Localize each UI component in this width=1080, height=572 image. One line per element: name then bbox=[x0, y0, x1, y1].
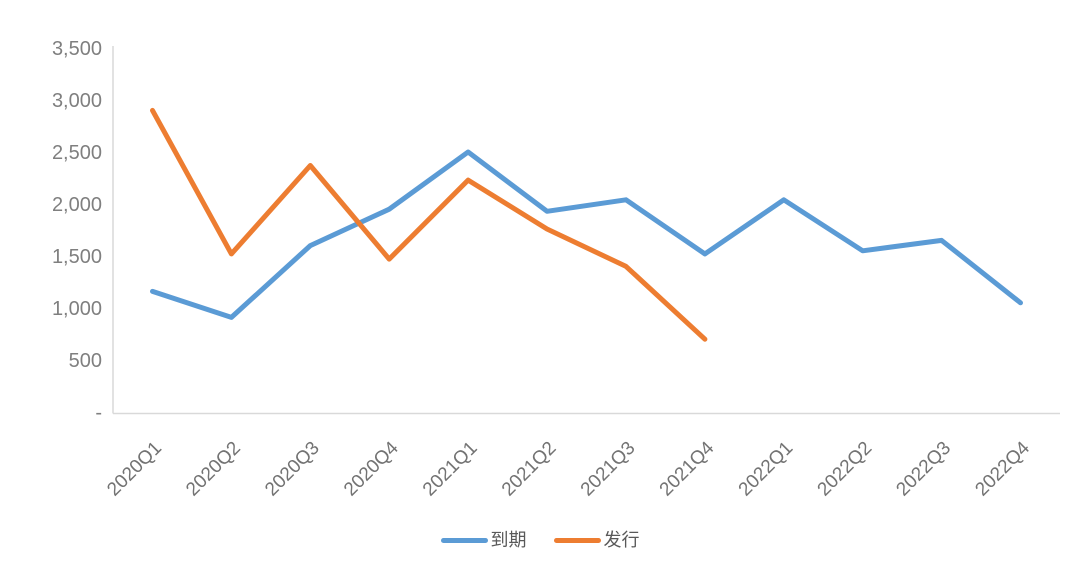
legend: 到期 发行 bbox=[0, 529, 1080, 551]
x-tick-label: 2020Q2 bbox=[182, 438, 245, 501]
y-tick-label: 3,000 bbox=[52, 90, 102, 112]
x-tick-label: 2021Q4 bbox=[656, 437, 719, 500]
x-tick-label: 2022Q2 bbox=[814, 438, 877, 501]
y-tick-label: 500 bbox=[69, 350, 102, 372]
legend-item-maturity: 到期 bbox=[440, 529, 527, 551]
x-tick-label: 2022Q1 bbox=[735, 438, 798, 501]
x-tick-label: 2021Q1 bbox=[419, 438, 482, 501]
x-tick-label: 2021Q3 bbox=[577, 438, 640, 501]
x-tick-label: 2022Q4 bbox=[971, 437, 1034, 500]
y-tick-label: - bbox=[95, 402, 102, 424]
legend-label-issuance: 发行 bbox=[603, 530, 640, 550]
x-tick-label: 2020Q1 bbox=[103, 438, 166, 501]
series-line-1 bbox=[150, 107, 708, 342]
y-tick-label: 2,000 bbox=[52, 194, 102, 216]
x-tick-label: 2020Q3 bbox=[261, 438, 324, 501]
legend-item-issuance: 发行 bbox=[553, 529, 640, 551]
x-tick-label: 2020Q4 bbox=[340, 437, 403, 500]
x-tick-label: 2022Q3 bbox=[892, 438, 955, 501]
y-tick-label: 1,500 bbox=[52, 246, 102, 268]
legend-line-swatch-issuance bbox=[553, 537, 601, 543]
y-tick-label: 3,500 bbox=[52, 38, 102, 60]
legend-label-maturity: 到期 bbox=[490, 530, 527, 550]
x-tick-label: 2021Q2 bbox=[498, 438, 561, 501]
legend-line-swatch-maturity bbox=[440, 537, 488, 543]
y-tick-label: 2,500 bbox=[52, 142, 102, 164]
series-line-0 bbox=[150, 149, 1023, 320]
y-tick-label: 1,000 bbox=[52, 298, 102, 320]
